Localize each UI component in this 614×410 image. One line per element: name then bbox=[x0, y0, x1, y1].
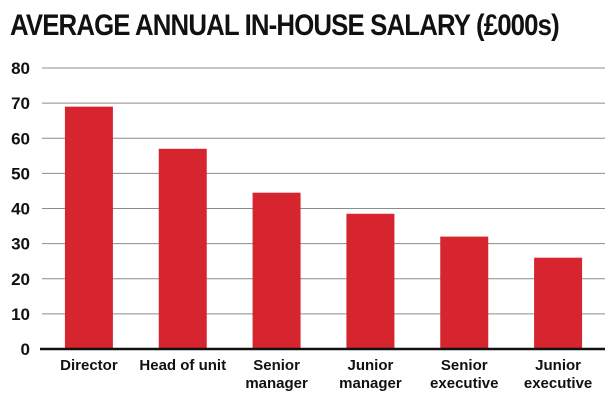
y-tick-label: 30 bbox=[11, 235, 30, 254]
y-tick-label: 40 bbox=[11, 200, 30, 219]
x-tick-label: Junior manager bbox=[339, 357, 402, 392]
x-tick-label: Director bbox=[60, 357, 118, 374]
y-tick-label: 10 bbox=[11, 305, 30, 324]
bar-junior-manager bbox=[346, 213, 395, 349]
y-tick-label: 0 bbox=[21, 340, 30, 359]
y-tick-label: 50 bbox=[11, 164, 30, 183]
gridlines bbox=[42, 67, 605, 315]
chart-title: AVERAGE ANNUAL IN-HOUSE SALARY (£000s) bbox=[10, 9, 560, 42]
x-category-labels: Director Head of unit Senior manager Junior m… bbox=[60, 357, 592, 392]
y-tick-label: 70 bbox=[11, 94, 30, 113]
bar-senior-manager bbox=[252, 192, 301, 349]
x-tick-label: Senior executive bbox=[430, 357, 498, 392]
x-tick-label: Head of unit bbox=[139, 357, 226, 374]
y-tick-label: 20 bbox=[11, 270, 30, 289]
bars bbox=[64, 106, 583, 349]
y-tick-label: 80 bbox=[11, 59, 30, 78]
x-tick-label: Senior manager bbox=[245, 357, 308, 392]
bar-head-of-unit bbox=[158, 148, 207, 349]
y-tick-label: 60 bbox=[11, 129, 30, 148]
x-tick-label: Junior executive bbox=[524, 357, 592, 392]
bar-director bbox=[64, 106, 113, 349]
y-tick-labels: 0 10 20 30 40 50 60 70 80 bbox=[11, 59, 30, 359]
bar-senior-executive bbox=[440, 236, 489, 349]
bar-junior-executive bbox=[534, 257, 583, 349]
